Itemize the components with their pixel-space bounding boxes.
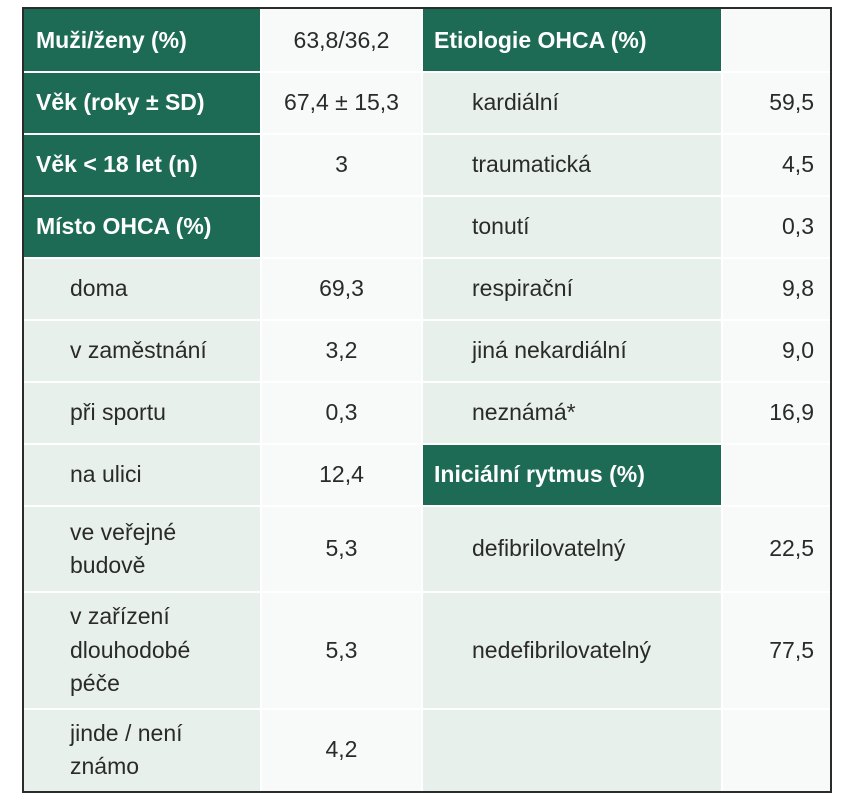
left-item-value-5: 5,3	[261, 592, 422, 709]
grid-line-h10	[24, 708, 830, 710]
grid-line-h8	[24, 505, 830, 507]
left-item-label-3: na ulici	[24, 444, 261, 506]
right-2-item-label-0: defibrilovatelný	[422, 506, 722, 592]
left-item-value-1: 3,2	[261, 320, 422, 382]
right-empty-value	[722, 709, 830, 791]
right-2-item-label-1: nedefibrilovatelný	[422, 592, 722, 709]
left-item-value-3: 12,4	[261, 444, 422, 506]
right-section-1-title-empty	[722, 9, 830, 72]
left-header-label-2: Věk < 18 let (n)	[24, 134, 261, 196]
grid-line-v1	[260, 9, 262, 791]
grid-line-h7	[24, 443, 830, 445]
right-empty-label	[422, 709, 722, 791]
right-1-item-label-0: kardiální	[422, 72, 722, 134]
left-header-value-1: 67,4 ± 15,3	[261, 72, 422, 134]
right-section-1-title: Etiologie OHCA (%)	[422, 9, 722, 72]
left-item-value-6: 4,2	[261, 709, 422, 791]
right-1-item-value-5: 16,9	[722, 382, 830, 444]
grid-line-h6	[24, 381, 830, 383]
right-1-item-label-4: jiná nekardiální	[422, 320, 722, 382]
left-section-title-empty	[261, 196, 422, 258]
right-section-2-title-empty	[722, 444, 830, 506]
right-1-item-value-3: 9,8	[722, 258, 830, 320]
left-header-value-2: 3	[261, 134, 422, 196]
grid-line-h5	[24, 319, 830, 321]
grid-line-h1	[24, 71, 830, 73]
left-item-label-6: jinde / není známo	[24, 709, 261, 791]
grid-line-v2	[421, 9, 423, 791]
left-item-value-4: 5,3	[261, 506, 422, 592]
right-2-item-value-0: 22,5	[722, 506, 830, 592]
left-item-label-4: ve veřejné budově	[24, 506, 261, 592]
right-1-item-value-1: 4,5	[722, 134, 830, 196]
right-1-item-label-3: respirační	[422, 258, 722, 320]
left-item-label-2: při sportu	[24, 382, 261, 444]
right-2-item-value-1: 77,5	[722, 592, 830, 709]
grid-line-h9	[24, 591, 830, 593]
grid-line-h3	[24, 195, 830, 197]
left-item-label-0: doma	[24, 258, 261, 320]
left-header-label-0: Muži/ženy (%)	[24, 9, 261, 72]
right-1-item-value-2: 0,3	[722, 196, 830, 258]
left-item-value-0: 69,3	[261, 258, 422, 320]
right-1-item-label-5: neznámá*	[422, 382, 722, 444]
right-section-2-title: Iniciální rytmus (%)	[422, 444, 722, 506]
left-item-value-2: 0,3	[261, 382, 422, 444]
left-header-label-1: Věk (roky ± SD)	[24, 72, 261, 134]
left-item-label-5: v zařízení dlouhodobé péče	[24, 592, 261, 709]
right-1-item-label-2: tonutí	[422, 196, 722, 258]
right-1-item-value-4: 9,0	[722, 320, 830, 382]
left-item-label-1: v zaměstnání	[24, 320, 261, 382]
grid-line-h4	[24, 257, 830, 259]
left-section-title: Místo OHCA (%)	[24, 196, 261, 258]
left-header-value-0: 63,8/36,2	[261, 9, 422, 72]
grid-line-v3	[721, 9, 723, 791]
grid-line-h2	[24, 133, 830, 135]
right-1-item-label-1: traumatická	[422, 134, 722, 196]
data-table: Muži/ženy (%) 63,8/36,2 Věk (roky ± SD) …	[22, 7, 832, 793]
right-1-item-value-0: 59,5	[722, 72, 830, 134]
